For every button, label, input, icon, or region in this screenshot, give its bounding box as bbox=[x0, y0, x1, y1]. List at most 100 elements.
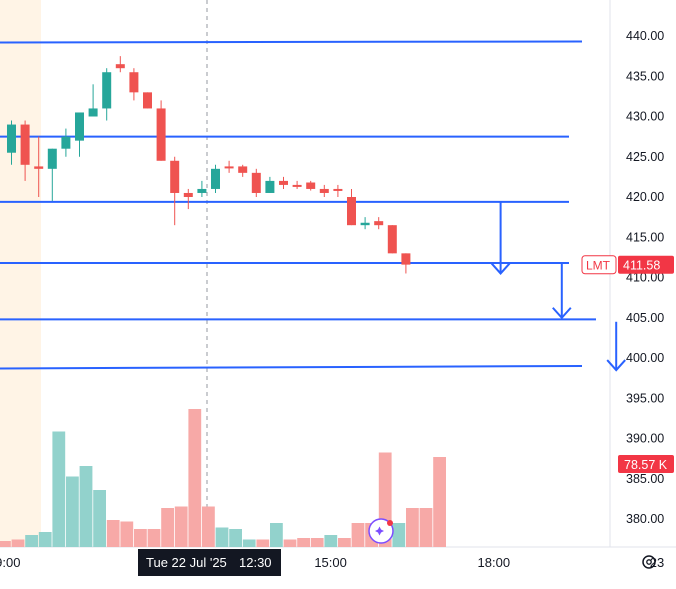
assistant-sparkle-icon[interactable] bbox=[368, 518, 394, 544]
candle-body bbox=[20, 124, 30, 165]
settings-gear-icon[interactable] bbox=[642, 555, 656, 569]
symbol-tag-box bbox=[581, 255, 617, 275]
target-arrow-head[interactable] bbox=[552, 307, 572, 320]
candle-body bbox=[7, 124, 16, 153]
candle-body bbox=[47, 148, 57, 169]
volume-bar bbox=[419, 508, 433, 547]
volume-bar bbox=[297, 538, 310, 547]
volume-bar bbox=[202, 506, 215, 547]
volume-bar bbox=[392, 523, 406, 547]
price-tick-label: 410.00 bbox=[626, 271, 664, 285]
premarket-session-background bbox=[0, 0, 41, 547]
volume-value-label: 78.57 K bbox=[624, 458, 668, 472]
price-tick-label: 420.00 bbox=[626, 190, 664, 204]
candle-body bbox=[360, 222, 370, 226]
volume-bar bbox=[120, 521, 134, 547]
candle-body bbox=[115, 64, 125, 69]
price-tick-label: 395.00 bbox=[626, 391, 664, 405]
candle-body bbox=[265, 180, 275, 193]
price-tick-label: 390.00 bbox=[626, 432, 664, 446]
crosshair-date-label: Tue 22 Jul '25 bbox=[146, 555, 227, 570]
candle-body bbox=[224, 166, 234, 169]
candle-body bbox=[75, 112, 84, 141]
last-price-label: 411.58 bbox=[623, 258, 660, 272]
volume-bar bbox=[351, 523, 365, 547]
price-tick-label: 380.00 bbox=[626, 512, 664, 526]
candle-body bbox=[197, 188, 207, 193]
volume-bar bbox=[256, 539, 270, 547]
candle-body bbox=[292, 184, 302, 187]
volume-bar bbox=[38, 532, 52, 547]
gear-ring bbox=[642, 555, 656, 569]
candle-body bbox=[238, 166, 248, 173]
volume-bar bbox=[188, 409, 202, 547]
candle-body bbox=[34, 166, 44, 169]
volume-bar bbox=[11, 539, 25, 547]
candle-body bbox=[374, 221, 384, 226]
price-tick-label: 400.00 bbox=[626, 351, 664, 365]
volume-bar bbox=[106, 520, 120, 547]
crosshair-time-badge bbox=[138, 549, 281, 576]
time-tick-label: 09:00 bbox=[0, 555, 20, 570]
price-tick-label: 385.00 bbox=[626, 472, 664, 486]
candle-body bbox=[102, 72, 112, 109]
volume-bar bbox=[134, 529, 147, 547]
volume-bar bbox=[174, 506, 188, 547]
candle-body bbox=[143, 92, 152, 109]
candle-body bbox=[183, 192, 193, 197]
volume-bar bbox=[283, 539, 297, 547]
volume-bar bbox=[147, 529, 161, 547]
volume-bar bbox=[52, 431, 66, 547]
volume-bar bbox=[215, 527, 229, 547]
candle-body bbox=[279, 180, 288, 185]
candle-body bbox=[211, 168, 220, 189]
price-tick-label: 425.00 bbox=[626, 150, 664, 164]
candle-body bbox=[401, 253, 411, 265]
volume-bar bbox=[79, 466, 93, 547]
volume-bar bbox=[229, 529, 242, 547]
candle-body bbox=[333, 188, 343, 191]
candle-body bbox=[156, 108, 166, 161]
volume-bar bbox=[406, 508, 419, 547]
target-arrow-head[interactable] bbox=[490, 262, 511, 275]
volume-bar bbox=[324, 535, 338, 547]
time-tick-label: 18:00 bbox=[478, 555, 511, 570]
price-tick-label: 440.00 bbox=[626, 29, 664, 43]
volume-bar bbox=[161, 508, 174, 547]
horizontal-level-line[interactable] bbox=[0, 40, 583, 44]
candle-body bbox=[387, 225, 397, 254]
candle-body bbox=[319, 188, 329, 193]
last-price-badge bbox=[618, 255, 674, 274]
volume-bar bbox=[25, 535, 38, 547]
volume-value-badge bbox=[618, 455, 674, 473]
volume-bar bbox=[310, 538, 324, 547]
candle-body bbox=[347, 197, 356, 226]
volume-bar bbox=[242, 539, 256, 547]
target-arrow-head[interactable] bbox=[606, 359, 626, 372]
time-tick-label: 15:00 bbox=[314, 555, 347, 570]
candle-body bbox=[61, 136, 71, 149]
volume-bar bbox=[66, 476, 79, 547]
volume-bar bbox=[93, 490, 106, 547]
candle-body bbox=[306, 182, 316, 189]
candle-body bbox=[170, 160, 180, 193]
price-tick-label: 405.00 bbox=[626, 311, 664, 325]
volume-bar bbox=[270, 523, 283, 547]
sparkle-star bbox=[375, 526, 384, 536]
volume-bar bbox=[338, 538, 351, 547]
gear-hub bbox=[646, 559, 652, 565]
volume-bar bbox=[433, 457, 446, 547]
candle-body bbox=[251, 172, 261, 193]
price-tick-label: 430.00 bbox=[626, 110, 664, 124]
crosshair-time-label: 12:30 bbox=[239, 555, 272, 570]
price-tick-label: 415.00 bbox=[626, 230, 664, 244]
candle-body bbox=[129, 72, 139, 93]
candle-body bbox=[88, 108, 98, 117]
sparkle-dot bbox=[387, 520, 393, 526]
volume-bar bbox=[0, 541, 11, 547]
price-tick-label: 435.00 bbox=[626, 69, 664, 83]
horizontal-level-line[interactable] bbox=[0, 364, 583, 370]
symbol-tag-label: LMT bbox=[586, 258, 611, 272]
